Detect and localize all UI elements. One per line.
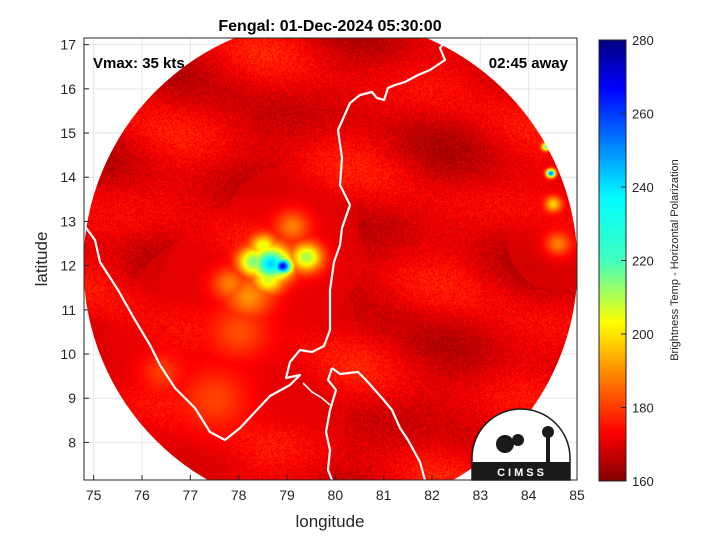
x-tick-label: 75 (86, 487, 102, 503)
colorbar-ticks: 160 180 200 220 240 260 280 (621, 33, 654, 489)
y-axis-label: latitude (32, 232, 51, 287)
logo-tower (546, 434, 550, 462)
colorbar-tick-label: 160 (632, 474, 654, 489)
vmax-annotation: Vmax: 35 kts (93, 55, 185, 72)
y-tick-label: 16 (60, 81, 76, 97)
x-tick-label: 83 (473, 487, 489, 503)
logo-tank (542, 426, 554, 438)
colorbar-tick-label: 200 (632, 327, 654, 342)
chart-title: Fengal: 01-Dec-2024 05:30:00 (218, 18, 441, 35)
cimss-logo: CIMSS (471, 408, 571, 481)
coastline (84, 38, 449, 480)
y-tick-label: 15 (60, 125, 76, 141)
x-tick-label: 77 (183, 487, 199, 503)
time-away-annotation: 02:45 away (489, 55, 569, 72)
colorbar-tick-label: 260 (632, 107, 654, 122)
y-tick-label: 13 (60, 213, 76, 229)
y-tick-label: 11 (61, 302, 76, 318)
x-tick-label: 82 (424, 487, 440, 503)
colorbar-tick-label: 180 (632, 401, 654, 416)
coastline-srilanka (324, 367, 427, 480)
logo-banner (472, 462, 570, 480)
x-tick-label: 79 (279, 487, 295, 503)
plot-area: 75 76 77 78 79 80 81 82 83 84 85 8 9 10 11 12 13 14 15 16 1… (60, 37, 585, 503)
y-tick-label: 14 (60, 169, 76, 185)
x-tick-label: 81 (376, 487, 392, 503)
x-tick-label: 85 (569, 487, 585, 503)
colorbar-tick-label: 240 (632, 180, 654, 195)
colorbar-label: Brightness Temp - Horizontal Polarizatio… (669, 159, 681, 361)
x-axis: 75 76 77 78 79 80 81 82 83 84 85 (86, 475, 585, 503)
coastline-mainland (84, 38, 449, 442)
colorbar-tick-label: 220 (632, 254, 654, 269)
x-tick-label: 78 (231, 487, 247, 503)
coastline-shelf (302, 382, 331, 406)
y-tick-label: 9 (68, 390, 76, 406)
y-axis: 8 9 10 11 12 13 14 15 16 17 (60, 37, 89, 450)
colorbar-tick-label: 280 (632, 33, 654, 48)
logo-dish-2 (512, 434, 524, 446)
x-tick-label: 76 (134, 487, 150, 503)
colorbar: 160 180 200 220 240 260 280 Brightness Temp - … (598, 33, 681, 489)
logo-text: CIMSS (497, 467, 547, 479)
x-tick-label: 84 (521, 487, 537, 503)
y-tick-label: 12 (60, 258, 76, 274)
y-tick-label: 10 (60, 346, 76, 362)
x-axis-label: longitude (295, 512, 364, 531)
y-tick-label: 8 (68, 434, 76, 450)
y-tick-label: 17 (60, 37, 76, 53)
logo-dish (496, 435, 514, 453)
x-tick-label: 80 (328, 487, 344, 503)
axes-frame (83, 37, 578, 481)
